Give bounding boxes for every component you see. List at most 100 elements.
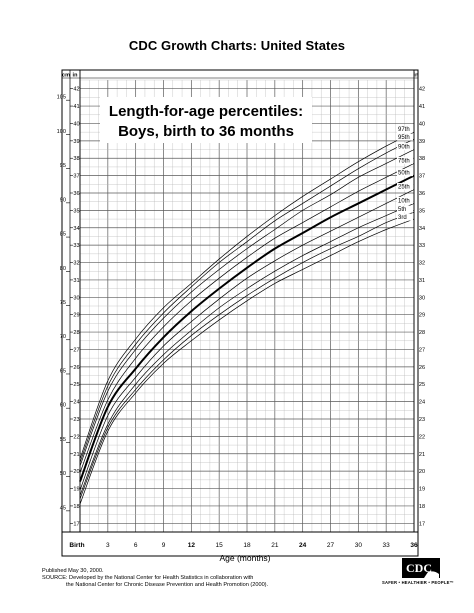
tick-label-in-left: 17 bbox=[73, 521, 79, 527]
tick-label-cm: 105 bbox=[57, 95, 66, 101]
tick-label-in-right: 22 bbox=[419, 434, 425, 440]
tick-label-in-right: 25 bbox=[419, 382, 425, 388]
tick-label-in-right: 33 bbox=[419, 243, 425, 249]
tick-label-cm: 55 bbox=[60, 437, 66, 443]
percentile-label-3rd: 3rd bbox=[398, 215, 407, 221]
tick-label-in-left: 26 bbox=[73, 365, 79, 371]
tick-label-in-left: 23 bbox=[73, 417, 79, 423]
tick-label-in-right: 34 bbox=[419, 226, 425, 232]
tick-label-in-right: 28 bbox=[419, 330, 425, 336]
x-axis-label: Age (months) bbox=[219, 553, 270, 563]
percentile-label-bg bbox=[397, 205, 413, 213]
percentile-curve-75th bbox=[79, 163, 415, 474]
tick-label-in-left: 25 bbox=[73, 382, 79, 388]
percentile-label-bg bbox=[397, 213, 413, 221]
tick-label-in-right: 39 bbox=[419, 139, 425, 145]
percentile-curve-5th bbox=[79, 211, 415, 500]
tick-label-in-left: 18 bbox=[73, 504, 79, 510]
cdc-logo-icon: CDC bbox=[402, 558, 440, 578]
tick-label-in-left: 21 bbox=[73, 452, 79, 458]
percentile-curve-10th bbox=[79, 203, 415, 496]
tick-label-cm: 60 bbox=[60, 403, 66, 409]
tick-label-in-left: 31 bbox=[73, 278, 79, 284]
x-tick-label: 27 bbox=[327, 542, 335, 549]
tick-label-in-right: 24 bbox=[419, 400, 425, 406]
x-tick-label: 12 bbox=[188, 542, 196, 549]
footnote-source-line1: SOURCE: Developed by the National Center… bbox=[42, 575, 254, 581]
chart-labels: 97th 95th 90th 75th 50th 25th 10th 5th 3rd bbox=[397, 125, 413, 221]
chart-series bbox=[79, 131, 415, 505]
unit-label-cm: cm bbox=[62, 73, 70, 79]
footnote-published: Published May 30, 2000. bbox=[42, 568, 104, 574]
tick-label-in-left: 33 bbox=[73, 243, 79, 249]
percentile-label-bg bbox=[397, 169, 413, 177]
tick-label-in-left: 42 bbox=[73, 87, 79, 93]
tick-label-cm: 95 bbox=[60, 163, 66, 169]
tick-label-in-left: 20 bbox=[73, 469, 79, 475]
tick-label-cm: 100 bbox=[57, 129, 66, 135]
percentile-label-bg bbox=[397, 133, 413, 141]
percentile-label-95th: 95th bbox=[398, 135, 410, 141]
tick-label-in-right: 21 bbox=[419, 452, 425, 458]
tick-label-in-right: 17 bbox=[419, 521, 425, 527]
tick-label-in-right: 30 bbox=[419, 295, 425, 301]
cdc-tagline: SAFER • HEALTHIER • PEOPLE™ bbox=[382, 580, 455, 585]
tick-label-cm: 85 bbox=[60, 232, 66, 238]
percentile-label-25th: 25th bbox=[398, 185, 410, 191]
chart-title-box: Length-for-age percentiles: Boys, birth … bbox=[100, 97, 312, 143]
x-tick-label: 18 bbox=[243, 542, 251, 549]
tick-label-in-right: 41 bbox=[419, 104, 425, 110]
percentile-label-bg bbox=[397, 125, 413, 133]
tick-label-cm: 45 bbox=[60, 505, 66, 511]
percentile-label-5th: 5th bbox=[398, 207, 406, 213]
chart-border bbox=[61, 69, 419, 557]
tick-label-in-left: 40 bbox=[73, 121, 79, 127]
page-title: CDC Growth Charts: United States bbox=[128, 38, 346, 53]
chart-title-line1: Length-for-age percentiles: bbox=[109, 103, 303, 120]
tick-label-in-right: 29 bbox=[419, 313, 425, 319]
percentile-label-bg bbox=[397, 183, 413, 191]
chart-frame bbox=[61, 69, 419, 557]
tick-label-cm: 75 bbox=[60, 300, 66, 306]
tick-label-in-left: 29 bbox=[73, 313, 79, 319]
x-tick-label: 30 bbox=[355, 542, 363, 549]
x-tick-label: 24 bbox=[299, 542, 307, 549]
tick-label-in-right: 18 bbox=[419, 504, 425, 510]
tick-label-in-right: 27 bbox=[419, 347, 425, 353]
x-tick-label: 6 bbox=[134, 542, 138, 549]
tick-label-in-right: 26 bbox=[419, 365, 425, 371]
tick-label-in-left: 41 bbox=[73, 104, 79, 110]
x-tick-label: 15 bbox=[216, 542, 224, 549]
x-tick-label: 36 bbox=[410, 542, 418, 549]
tick-label-in-right: 20 bbox=[419, 469, 425, 475]
tick-label-cm: 70 bbox=[60, 334, 66, 340]
x-tick-label: 33 bbox=[383, 542, 391, 549]
percentile-label-bg bbox=[397, 156, 413, 164]
x-tick-label: 9 bbox=[162, 542, 166, 549]
percentile-curve-90th bbox=[79, 149, 415, 467]
tick-label-in-left: 34 bbox=[73, 226, 79, 232]
percentile-label-75th: 75th bbox=[398, 158, 410, 164]
tick-label-in-right: 36 bbox=[419, 191, 425, 197]
unit-label-in-right: in bbox=[414, 73, 420, 79]
tick-label-in-left: 30 bbox=[73, 295, 79, 301]
x-tick-label: 3 bbox=[106, 542, 110, 549]
tick-label-in-left: 32 bbox=[73, 261, 79, 267]
tick-label-in-right: 40 bbox=[419, 121, 425, 127]
tick-label-in-left: 22 bbox=[73, 434, 79, 440]
tick-label-in-left: 35 bbox=[73, 208, 79, 214]
percentile-label-90th: 90th bbox=[398, 145, 410, 151]
tick-label-in-left: 37 bbox=[73, 174, 79, 180]
x-tick-label: Birth bbox=[69, 542, 84, 549]
unit-label-in: in bbox=[73, 73, 79, 79]
x-tick-label: 21 bbox=[271, 542, 279, 549]
tick-label-in-left: 39 bbox=[73, 139, 79, 145]
tick-label-in-right: 35 bbox=[419, 208, 425, 214]
tick-label-in-right: 19 bbox=[419, 487, 425, 493]
tick-label-in-right: 37 bbox=[419, 174, 425, 180]
svg-text:CDC: CDC bbox=[406, 561, 432, 575]
tick-label-in-left: 38 bbox=[73, 156, 79, 162]
footnote-source-line2: the National Center for Chronic Disease … bbox=[66, 582, 269, 588]
percentile-curve-3rd bbox=[79, 218, 415, 505]
